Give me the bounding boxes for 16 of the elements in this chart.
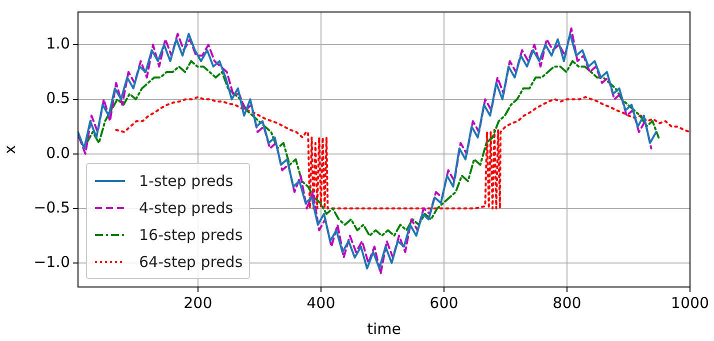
x-tick-label: 200 [184,294,212,312]
y-axis-title: x [0,144,19,154]
y-tick-label: 0.0 [46,144,70,162]
legend-label: 64-step preds [139,252,243,270]
x-tick-label: 800 [552,294,582,312]
y-tick-label: 1.0 [46,34,70,53]
legend-label: 4-step preds [139,198,234,216]
legend-label: 16-step preds [139,226,243,244]
y-tick-label: 0.5 [46,89,70,108]
x-tick-label: 400 [306,294,336,312]
x-tick-label: 1000 [670,294,710,312]
x-tick-label: 600 [430,294,458,312]
legend-label: 1-step preds [139,172,234,190]
y-tick-label: −1.0 [34,252,70,271]
x-axis-title: time [367,320,401,338]
y-tick-label: −0.5 [34,198,70,216]
